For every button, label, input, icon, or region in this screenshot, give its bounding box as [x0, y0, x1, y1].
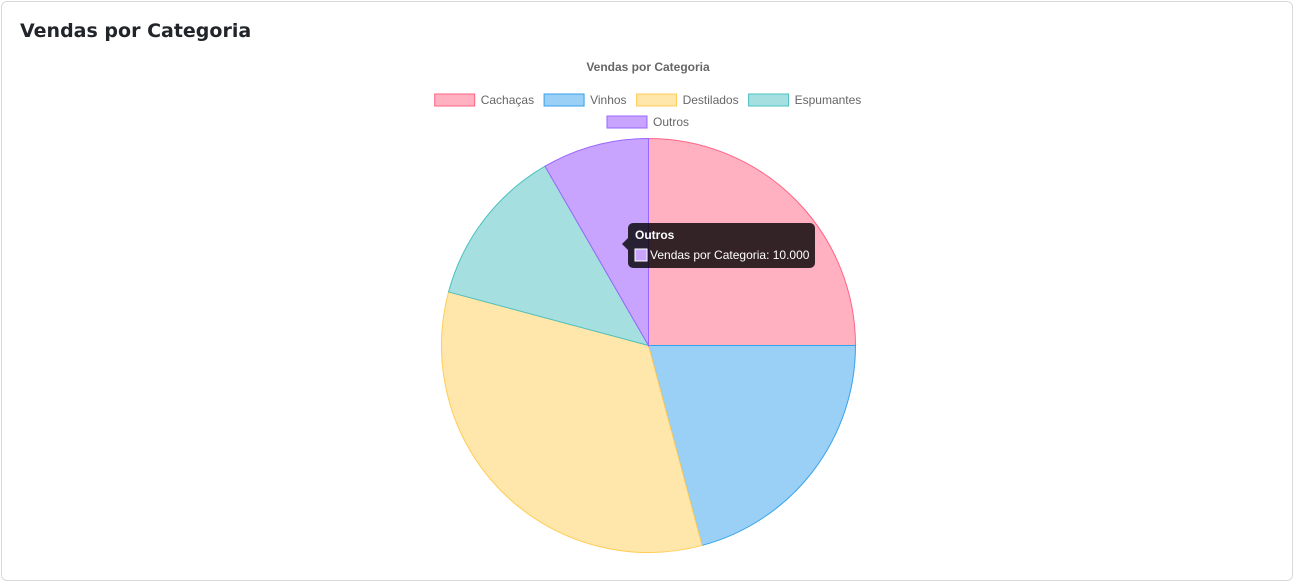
- legend-swatch-cachacas: [434, 93, 476, 107]
- pie-chart: Vendas por Categoria Cachaças Vinhos Desti…: [434, 60, 862, 553]
- legend-item-espumantes[interactable]: Espumantes: [748, 93, 862, 107]
- tooltip-swatch: [634, 248, 648, 262]
- legend-label-outros: Outros: [653, 115, 689, 129]
- chart-tooltip: Outros Vendas por Categoria: 10.000: [622, 223, 815, 268]
- legend-swatch-espumantes: [748, 93, 790, 107]
- legend-item-vinhos[interactable]: Vinhos: [543, 93, 627, 107]
- legend-item-outros[interactable]: Outros: [606, 115, 689, 129]
- tooltip-title: Outros: [635, 228, 675, 242]
- legend-label-espumantes: Espumantes: [795, 93, 862, 107]
- pie-slice-vinhos[interactable]: [647, 345, 857, 547]
- legend-item-cachacas[interactable]: Cachaças: [434, 93, 534, 107]
- tooltip-body: Vendas por Categoria: 10.000: [650, 248, 810, 262]
- legend-swatch-vinhos: [543, 93, 585, 107]
- pie-slice-espumantes[interactable]: [447, 165, 650, 347]
- pie-slice-destilados[interactable]: [441, 291, 703, 553]
- legend-label-vinhos: Vinhos: [590, 93, 626, 107]
- legend-swatch-destilados: [636, 93, 678, 107]
- chart-title: Vendas por Categoria: [586, 60, 710, 74]
- tooltip-box: [628, 223, 815, 268]
- legend-label-destilados: Destilados: [683, 93, 739, 107]
- legend-item-destilados[interactable]: Destilados: [636, 93, 739, 107]
- legend-swatch-outros: [606, 115, 648, 129]
- chart-legend: Cachaças Vinhos Destilados Espumantes Outros: [434, 93, 862, 129]
- tooltip-caret: [622, 238, 628, 250]
- legend-label-cachacas: Cachaças: [481, 93, 534, 107]
- pie-slices: [441, 137, 857, 553]
- pie-slice-outros[interactable]: [544, 137, 649, 348]
- card-title: Vendas por Categoria: [20, 20, 252, 42]
